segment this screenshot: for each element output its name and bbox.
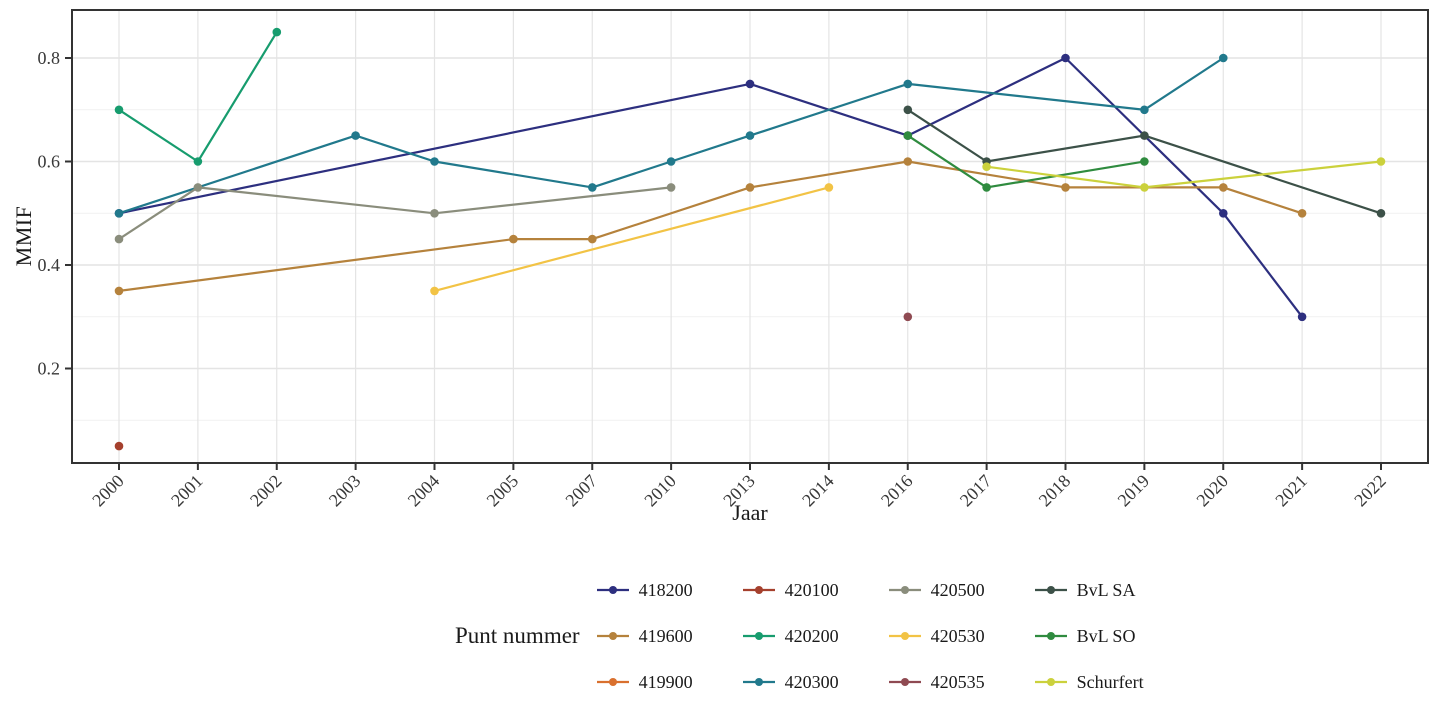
- series-point-Schurfert-2017: [982, 162, 991, 171]
- legend-item-label: 419600: [638, 625, 693, 646]
- series-point-420200-2001: [193, 157, 203, 166]
- series-point-420300-2020: [1219, 53, 1228, 63]
- legend-swatch-420530: [888, 632, 921, 640]
- legend-item-420535: 420535: [888, 672, 1034, 693]
- x-axis-title: Jaar: [732, 500, 768, 525]
- legend-swatch-419900: [596, 678, 629, 686]
- series-point-BvL SO-2019: [1140, 157, 1149, 166]
- legend-item-420200: 420200: [742, 626, 888, 647]
- series-point-BvL SA-2019: [1140, 131, 1149, 140]
- y-tick-label-0.6: 0.6: [38, 152, 61, 172]
- series-point-420300-2003: [351, 131, 360, 140]
- legend-swatch-420300: [742, 678, 775, 686]
- series-point-420500-2010: [666, 183, 676, 192]
- legend-item-label: 418200: [638, 579, 693, 600]
- series-point-419600-2018: [1061, 183, 1070, 192]
- legend-item-Schurfert: Schurfert: [1034, 672, 1180, 693]
- series-point-419600-2021: [1297, 209, 1307, 218]
- series-point-BvL SA-2022: [1376, 209, 1386, 218]
- series-point-420300-2004: [430, 157, 439, 166]
- series-point-420300-2016: [903, 79, 913, 89]
- series-point-420300-2019: [1140, 105, 1149, 115]
- legend-swatch-420200: [742, 632, 775, 640]
- y-tick-label-0.4: 0.4: [38, 255, 61, 275]
- legend-swatch-BvL SA: [1034, 586, 1067, 594]
- legend-item-label: 420500: [930, 579, 985, 600]
- series-point-420535-2016: [903, 312, 913, 322]
- series-line-420530: [433, 186, 831, 292]
- series-point-419600-2000: [114, 286, 124, 296]
- legend-swatch-Schurfert: [1034, 678, 1067, 686]
- series-line-419600: [117, 160, 1304, 292]
- legend-item-label: 420530: [930, 625, 985, 646]
- series-point-420530-2014: [824, 183, 834, 192]
- legend-item-label: Schurfert: [1076, 671, 1144, 692]
- series-point-420300-2013: [745, 131, 755, 140]
- legend-title: Punt nummer: [455, 623, 580, 648]
- series-point-420200-2002: [272, 27, 282, 37]
- series-point-420300-2010: [666, 157, 676, 166]
- legend-item-419600: 419600: [596, 626, 742, 647]
- legend-items: 418200 419600 419900 420100 420200 420300 4205…: [596, 567, 1180, 705]
- y-axis-title: MMIF: [11, 205, 36, 267]
- legend-item-420530: 420530: [888, 626, 1034, 647]
- series-point-BvL SO-2016: [903, 131, 913, 140]
- legend-swatch-420500: [888, 586, 921, 594]
- series-point-Schurfert-2019: [1140, 183, 1149, 192]
- legend-swatch-419600: [596, 632, 629, 640]
- series-point-420100-2000: [114, 441, 124, 451]
- legend-item-label: 420100: [784, 579, 839, 600]
- series-point-BvL SA-2016: [903, 105, 913, 115]
- series-point-419600-2020: [1219, 183, 1228, 192]
- series-point-420300-2007: [588, 183, 597, 192]
- series-point-419600-2007: [588, 234, 597, 244]
- series-point-419600-2013: [745, 183, 755, 192]
- y-tick-label-0.2: 0.2: [38, 359, 61, 379]
- series-point-420500-2004: [430, 209, 439, 218]
- series-point-BvL SO-2017: [982, 183, 991, 192]
- legend-item-420300: 420300: [742, 672, 888, 693]
- legend-swatch-420100: [742, 586, 775, 594]
- series-point-419600-2016: [903, 157, 913, 166]
- legend-item-label: BvL SA: [1076, 579, 1136, 600]
- legend-item-label: 419900: [638, 671, 693, 692]
- series-point-418200-2013: [745, 79, 755, 89]
- series-point-420200-2000: [114, 105, 124, 115]
- series-point-420500-2000: [114, 234, 124, 244]
- series-point-Schurfert-2022: [1376, 157, 1386, 166]
- legend-item-label: BvL SO: [1076, 625, 1136, 646]
- series-line-418200: [117, 56, 1304, 318]
- legend-item-label: 420300: [784, 671, 839, 692]
- legend-item-BvL SA: BvL SA: [1034, 580, 1180, 601]
- series-point-418200-2021: [1297, 312, 1307, 322]
- series-point-418200-2018: [1061, 53, 1070, 63]
- legend-item-label: 420200: [784, 625, 839, 646]
- series-point-420300-2000: [114, 209, 124, 218]
- series-line-420500: [117, 186, 673, 241]
- series-point-420500-2001: [193, 183, 203, 192]
- y-tick-label-0.8: 0.8: [38, 48, 61, 68]
- series-point-418200-2020: [1219, 209, 1228, 218]
- legend-swatch-BvL SO: [1034, 632, 1067, 640]
- legend-item-418200: 418200: [596, 580, 742, 601]
- legend-item-419900: 419900: [596, 672, 742, 693]
- legend-item-420500: 420500: [888, 580, 1034, 601]
- legend-swatch-418200: [596, 586, 629, 594]
- legend-item-label: 420535: [930, 671, 985, 692]
- legend-item-BvL SO: BvL SO: [1034, 626, 1180, 647]
- legend-item-420100: 420100: [742, 580, 888, 601]
- series-point-419600-2005: [509, 234, 518, 244]
- legend-swatch-420535: [888, 678, 921, 686]
- legend: Punt nummer 418200 419600 419900 420100 4202…: [455, 567, 1180, 705]
- series-point-420530-2004: [430, 286, 439, 296]
